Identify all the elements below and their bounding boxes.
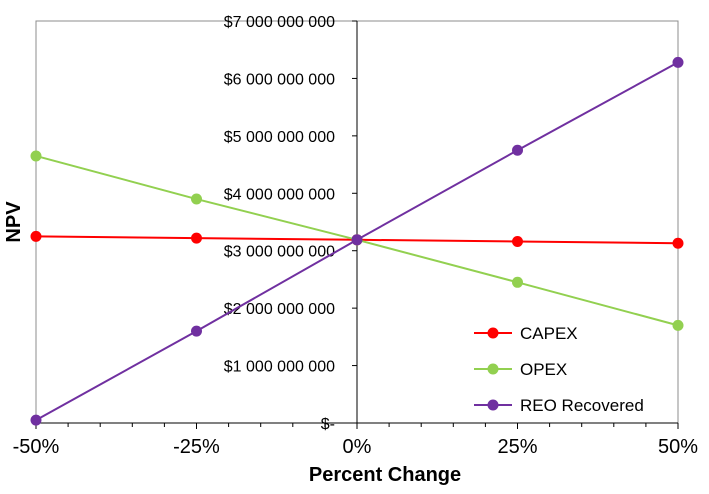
data-point [672, 56, 684, 68]
data-point [191, 325, 202, 337]
y-tick-label: $4 000 000 000 [224, 186, 335, 203]
y-tick-label: $1 000 000 000 [224, 359, 335, 376]
legend-swatch-marker [487, 399, 499, 411]
x-axis-ticks: -50% -25% 0% 25% 50% [13, 423, 698, 458]
y-tick-label: $3 000 000 000 [224, 244, 335, 261]
data-point [30, 414, 42, 426]
y-axis-title: NPV [3, 201, 25, 243]
legend-label: REO Recovered [520, 396, 644, 415]
legend-label: OPEX [520, 360, 567, 379]
x-tick-label: -50% [13, 436, 60, 458]
data-point [351, 234, 363, 246]
x-tick-label: 0% [343, 436, 372, 458]
legend-swatch-marker [487, 327, 499, 339]
x-tick-label: 25% [497, 436, 537, 458]
y-tick-label: $- [321, 416, 335, 433]
legend: CAPEX OPEX REO Recovered [474, 324, 644, 415]
series-layer [30, 56, 684, 426]
x-axis-title: Percent Change [309, 464, 461, 486]
y-tick-label: $2 000 000 000 [224, 301, 335, 318]
data-point [30, 150, 42, 162]
data-point [512, 236, 523, 248]
y-tick-label: $6 000 000 000 [224, 71, 335, 88]
y-tick-label: $7 000 000 000 [224, 14, 335, 31]
y-tick-label: $5 000 000 000 [224, 129, 335, 146]
legend-label: CAPEX [520, 324, 578, 343]
data-point [672, 319, 684, 331]
x-tick-label: -25% [173, 436, 220, 458]
x-tick-label: 50% [658, 436, 698, 458]
data-point [191, 232, 202, 244]
data-point [512, 144, 523, 156]
y-axis-ticks: $- $1 000 000 000 $2 000 000 000 $3 000 000… [224, 14, 357, 433]
data-point [672, 237, 684, 249]
data-point [30, 230, 42, 242]
plot-area [35, 20, 679, 424]
legend-swatch-marker [487, 363, 499, 375]
data-point [191, 193, 202, 205]
data-point [512, 276, 523, 288]
